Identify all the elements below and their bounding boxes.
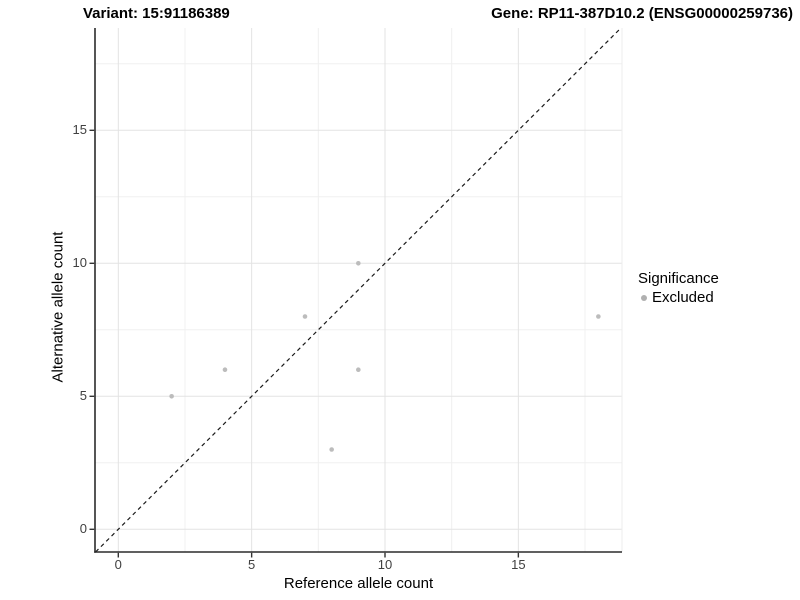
data-point xyxy=(356,367,361,373)
plot-title-gene: Gene: RP11-387D10.2 (ENSG00000259736) xyxy=(491,5,793,22)
data-point xyxy=(169,394,174,399)
y-tick-label: 10 xyxy=(72,255,87,271)
y-tick-label: 5 xyxy=(79,388,87,404)
legend-point-icon xyxy=(641,294,647,301)
data-point xyxy=(596,314,601,319)
legend: Significance Excluded xyxy=(638,269,800,307)
legend-item-excluded: Excluded xyxy=(638,288,800,307)
x-axis-label: Reference allele count xyxy=(283,575,434,592)
plot-title-variant: Variant: 15:91186389 xyxy=(83,5,230,22)
x-tick-label: 5 xyxy=(248,557,256,572)
legend-title: Significance xyxy=(638,270,719,287)
x-tick-label: 15 xyxy=(511,557,526,572)
legend-item-label: Excluded xyxy=(652,289,714,306)
data-point xyxy=(356,261,361,266)
y-tick-label: 0 xyxy=(79,521,87,537)
y-axis-label: Alternative allele count xyxy=(49,231,67,383)
data-point xyxy=(329,447,334,452)
x-tick-label: 0 xyxy=(114,557,122,572)
data-point xyxy=(302,314,308,319)
y-tick-label: 15 xyxy=(72,122,87,138)
data-point xyxy=(222,367,228,373)
x-tick-label: 10 xyxy=(377,557,393,572)
identity-dashed-line xyxy=(95,27,622,553)
